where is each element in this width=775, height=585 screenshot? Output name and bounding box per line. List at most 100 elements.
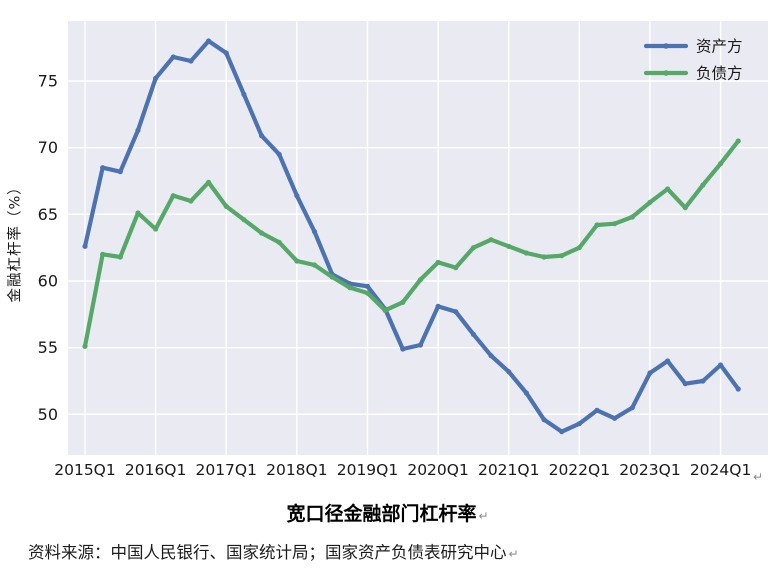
x-tick-label: 2016Q1: [125, 461, 187, 479]
data-point-marker: [82, 343, 88, 349]
data-point-marker: [435, 259, 441, 265]
data-point-marker: [470, 245, 477, 251]
data-point-marker: [417, 342, 424, 348]
data-point-marker: [241, 217, 247, 223]
data-point-marker: [153, 75, 159, 81]
data-point-marker: [523, 250, 529, 256]
data-point-marker: [135, 127, 141, 133]
data-point-marker: [153, 226, 159, 232]
data-point-marker: [700, 378, 706, 384]
x-tick-label: 2020Q1: [407, 461, 469, 479]
paragraph-mark-icon: ↵: [753, 470, 764, 484]
y-tick-label: 60: [38, 271, 58, 290]
data-point-marker: [453, 265, 459, 271]
y-tick-label: 65: [38, 205, 58, 224]
data-point-marker: [170, 54, 176, 60]
data-point-marker: [735, 138, 741, 144]
data-point-marker: [488, 353, 494, 359]
data-point-marker: [453, 309, 459, 315]
paragraph-mark-icon: ↵: [508, 547, 519, 561]
data-source-line: 资料来源：中国人民银行、国家统计局；国家资产负债表研究中心 ↵: [28, 539, 758, 563]
data-point-marker: [364, 290, 371, 296]
data-point-marker: [523, 390, 529, 396]
y-tick-label: 50: [38, 405, 58, 424]
data-point-marker: [82, 243, 88, 249]
data-point-marker: [400, 346, 406, 352]
data-point-marker: [364, 283, 371, 289]
data-point-marker: [665, 358, 671, 364]
data-point-marker: [400, 299, 406, 305]
data-point-marker: [612, 415, 618, 421]
x-tick-label: 2023Q1: [619, 461, 681, 479]
legend-label: 资产方: [696, 38, 743, 56]
data-point-marker: [700, 182, 706, 188]
data-point-marker: [205, 179, 212, 185]
data-point-marker: [241, 91, 247, 97]
data-point-marker: [294, 193, 300, 199]
data-point-marker: [382, 307, 388, 313]
data-point-marker: [258, 133, 265, 139]
legend-label: 负债方: [696, 65, 743, 83]
data-point-marker: [488, 237, 494, 243]
data-point-marker: [100, 165, 106, 171]
data-point-marker: [576, 245, 582, 251]
x-tick-label: 2024Q1: [690, 461, 752, 479]
data-point-marker: [223, 50, 229, 56]
data-point-marker: [717, 161, 724, 167]
data-point-marker: [188, 198, 194, 204]
data-point-marker: [647, 199, 653, 205]
paragraph-mark-icon: ↵: [478, 509, 489, 523]
data-point-marker: [541, 254, 547, 260]
plot-area: 50 55 60 65 70 75 2015Q1 2016Q1 2017Q1 2018Q1 2019…: [38, 21, 768, 479]
y-tick-label: 55: [38, 338, 58, 357]
data-point-marker: [629, 214, 635, 220]
data-source-text: 资料来源：中国人民银行、国家统计局；国家资产负债表研究中心: [28, 543, 507, 562]
asset-side-line: [82, 38, 741, 434]
data-point-marker: [311, 262, 318, 268]
data-point-marker: [417, 277, 424, 283]
legend-marker: [663, 70, 669, 76]
data-point-marker: [188, 58, 194, 64]
data-point-marker: [294, 258, 300, 264]
data-point-marker: [682, 205, 688, 211]
data-point-marker: [594, 222, 600, 228]
data-point-marker: [559, 253, 565, 259]
data-point-marker: [276, 239, 282, 245]
plot-background: [68, 21, 768, 455]
x-tick-label: 2017Q1: [195, 461, 257, 479]
data-point-marker: [647, 370, 653, 376]
x-tick-label: 2015Q1: [54, 461, 116, 479]
data-point-marker: [470, 331, 477, 337]
data-point-marker: [559, 429, 565, 435]
chart-caption-text: 宽口径金融部门杠杆率: [286, 504, 477, 525]
data-point-marker: [223, 203, 229, 209]
data-point-marker: [205, 38, 212, 44]
data-point-marker: [735, 386, 741, 392]
x-tick-label: 2022Q1: [549, 461, 611, 479]
data-point-marker: [435, 303, 441, 309]
x-tick-label: 2019Q1: [337, 461, 399, 479]
data-point-marker: [117, 254, 123, 260]
x-tick-label: 2021Q1: [478, 461, 540, 479]
leverage-chart: 50 55 60 65 70 75 2015Q1 2016Q1 2017Q1 2018Q1 2019…: [7, 21, 768, 479]
data-point-marker: [117, 169, 123, 175]
x-tick-label: 2018Q1: [266, 461, 328, 479]
data-point-marker: [506, 369, 512, 375]
data-point-marker: [347, 285, 353, 291]
y-tick-label: 70: [38, 138, 58, 157]
y-axis-label: 金融杠杆率（%）: [7, 179, 24, 303]
chart-caption: 宽口径金融部门杠杆率 ↵: [0, 499, 775, 526]
data-point-marker: [682, 381, 688, 387]
data-point-marker: [576, 421, 582, 427]
data-point-marker: [506, 243, 512, 249]
data-point-marker: [629, 405, 635, 411]
data-point-marker: [594, 407, 600, 413]
data-point-marker: [612, 221, 618, 227]
y-tick-label: 75: [38, 72, 58, 91]
data-point-marker: [311, 229, 318, 235]
data-point-marker: [170, 193, 176, 199]
liability-side-line: [82, 138, 741, 349]
data-point-marker: [541, 417, 547, 423]
data-point-marker: [329, 274, 335, 280]
